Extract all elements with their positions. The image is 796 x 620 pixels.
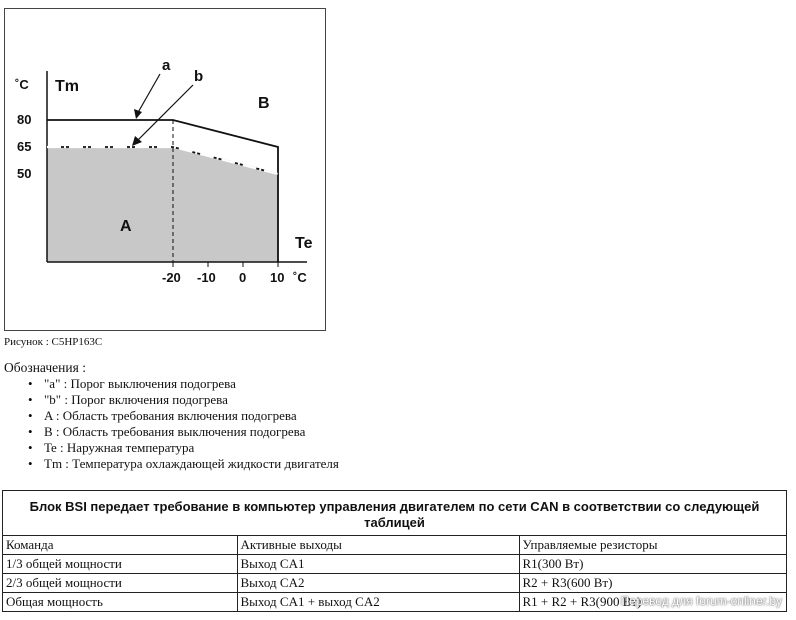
cell-command: 1/3 общей мощности bbox=[3, 554, 238, 574]
legend-item: Te : Наружная температура bbox=[28, 440, 339, 456]
y-tick-50: 50 bbox=[17, 166, 31, 181]
header-active-outputs: Активные выходы bbox=[236, 535, 520, 555]
legend-title: Обозначения : bbox=[4, 360, 86, 375]
region-b-label: B bbox=[258, 95, 270, 112]
leader-b bbox=[134, 84, 194, 144]
x-symbol-label: Te bbox=[295, 235, 313, 252]
cell-resistors: R2 + R3(600 Вт) bbox=[518, 573, 786, 593]
threshold-chart: ˚C Tm 80 65 50 -20 -10 0 10 ˚C Te a b A … bbox=[15, 57, 313, 285]
legend-item: "a" : Порог выключения подогрева bbox=[28, 376, 339, 392]
y-unit-label: ˚C bbox=[15, 77, 29, 92]
command-table: Команда Активные выходы Управляемые рези… bbox=[3, 535, 786, 611]
table-row: 1/3 общей мощности Выход CA1 R1(300 Вт) bbox=[3, 554, 786, 574]
label-a: a bbox=[162, 57, 171, 74]
label-b: b bbox=[194, 68, 203, 85]
cell-outputs: Выход CA1 bbox=[236, 554, 520, 574]
table-row: 2/3 общей мощности Выход CA2 R2 + R3(600… bbox=[3, 573, 786, 593]
heating-threshold-figure: ˚C Tm 80 65 50 -20 -10 0 10 ˚C Te a b A … bbox=[4, 8, 326, 331]
legend-item: B : Область требования выключения подогр… bbox=[28, 424, 339, 440]
x-tick-label-0: 0 bbox=[239, 270, 246, 285]
region-a-fill bbox=[47, 147, 278, 262]
cell-outputs: Выход CA1 + выход CA2 bbox=[236, 592, 520, 611]
cell-command: 2/3 общей мощности bbox=[3, 573, 238, 593]
x-tick-label-minus20: -20 bbox=[162, 270, 181, 285]
table-title: Блок BSI передает требование в компьютер… bbox=[29, 499, 760, 530]
cell-outputs: Выход CA2 bbox=[236, 573, 520, 593]
header-resistors: Управляемые резисторы bbox=[518, 535, 786, 555]
region-a-label: A bbox=[120, 218, 132, 235]
x-tick-label-minus10: -10 bbox=[197, 270, 216, 285]
x-tick-label-10: 10 bbox=[270, 270, 284, 285]
cell-command: Общая мощность bbox=[3, 592, 238, 611]
watermark-text: Перевод для forum-onliner.by bbox=[620, 594, 782, 608]
y-tick-65: 65 bbox=[17, 139, 31, 154]
cell-resistors: R1 + R2 + R3(900 Вт) bbox=[518, 592, 786, 611]
legend-item: Tm : Температура охлаждающей жидкости дв… bbox=[28, 456, 339, 472]
table-row: Общая мощность Выход CA1 + выход CA2 R1 … bbox=[3, 592, 786, 611]
power-command-table: Блок BSI передает требование в компьютер… bbox=[2, 490, 787, 612]
y-symbol-label: Tm bbox=[55, 78, 79, 95]
y-tick-80: 80 bbox=[17, 112, 31, 127]
figure-caption: Рисунок : C5HP163C bbox=[4, 336, 103, 348]
legend-item: "b" : Порог включения подогрева bbox=[28, 392, 339, 408]
threshold-b-dashes bbox=[47, 145, 279, 176]
leader-a bbox=[135, 73, 161, 117]
x-unit-label: ˚C bbox=[293, 270, 307, 285]
legend-list: "a" : Порог выключения подогрева "b" : П… bbox=[28, 376, 339, 472]
legend-item: A : Область требования включения подогре… bbox=[28, 408, 339, 424]
header-command: Команда bbox=[3, 535, 238, 555]
leader-a-arrowhead bbox=[134, 109, 142, 119]
leader-b-arrowhead bbox=[132, 136, 142, 146]
table-header-row: Команда Активные выходы Управляемые рези… bbox=[3, 535, 786, 555]
threshold-a-line bbox=[47, 119, 279, 262]
cell-resistors: R1(300 Вт) bbox=[518, 554, 786, 574]
